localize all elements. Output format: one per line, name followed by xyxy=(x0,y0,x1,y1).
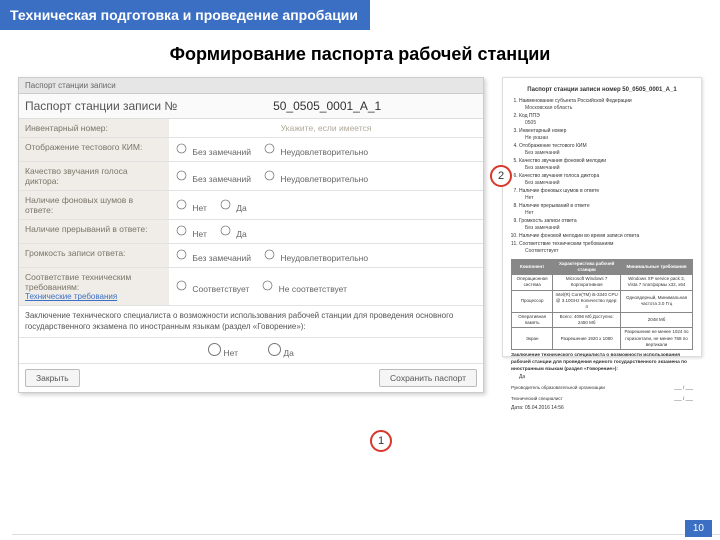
field-label: Отображение тестового КИМ: xyxy=(19,138,169,161)
radio-option[interactable] xyxy=(265,170,275,180)
doc-sign-tech: Технический специалист xyxy=(511,396,563,402)
tech-requirements-link[interactable]: Технические требования xyxy=(25,292,163,301)
doc-date: Дата: 05.04.2016 14:56 xyxy=(511,405,693,412)
field-label: Соответствие техническим требованиям:Тех… xyxy=(19,268,169,305)
passport-document-preview: Паспорт станции записи номер 50_0505_000… xyxy=(502,77,702,357)
radio-option[interactable] xyxy=(220,199,230,209)
field-label: Инвентарный номер: xyxy=(19,119,169,137)
page-number: 10 xyxy=(685,520,712,537)
radio-option[interactable] xyxy=(177,250,187,260)
radio-option[interactable] xyxy=(265,250,275,260)
footer: 10 xyxy=(0,520,720,540)
radio-option[interactable] xyxy=(177,199,187,209)
conclusion-yes[interactable] xyxy=(268,343,281,356)
doc-sign-head: Руководитель образовательной организации xyxy=(511,385,605,391)
form-header: Паспорт станции записи xyxy=(19,78,483,94)
section-header: Техническая подготовка и проведение апро… xyxy=(0,0,370,30)
radio-option[interactable] xyxy=(177,281,187,291)
doc-title: Паспорт станции записи номер 50_0505_000… xyxy=(511,86,693,94)
radio-option[interactable] xyxy=(177,226,187,236)
passport-form: Паспорт станции записи Паспорт станции з… xyxy=(18,77,484,393)
close-button[interactable]: Закрыть xyxy=(25,369,80,387)
field-label: Качество звучания голоса диктора: xyxy=(19,162,169,190)
doc-conclusion-value: Да xyxy=(511,374,693,381)
conclusion-options[interactable]: Нет Да xyxy=(19,338,483,364)
field-label: Наличие прерываний в ответе: xyxy=(19,220,169,243)
page-title: Формирование паспорта рабочей станции xyxy=(0,30,720,77)
radio-option[interactable] xyxy=(177,144,187,154)
callout-2: 2 xyxy=(490,165,512,187)
field-label: Громкость записи ответа: xyxy=(19,244,169,267)
radio-option[interactable] xyxy=(220,226,230,236)
radio-option[interactable] xyxy=(265,144,275,154)
doc-table: КомпонентХарактеристика рабочей станцииМ… xyxy=(511,259,693,351)
passport-number-label: Паспорт станции записи № xyxy=(25,99,177,113)
save-button[interactable]: Сохранить паспорт xyxy=(379,369,477,387)
callout-1: 1 xyxy=(370,430,392,452)
radio-option[interactable] xyxy=(177,170,187,180)
doc-conclusion: Заключение технического специалиста о во… xyxy=(511,353,693,373)
conclusion-text: Заключение технического специалиста о во… xyxy=(19,306,483,338)
conclusion-no[interactable] xyxy=(208,343,221,356)
inventory-input[interactable]: Укажите, если имеется xyxy=(169,119,483,137)
passport-number-value: 50_0505_0001_А_1 xyxy=(177,99,477,113)
radio-option[interactable] xyxy=(263,281,273,291)
field-label: Наличие фоновых шумов в ответе: xyxy=(19,191,169,219)
